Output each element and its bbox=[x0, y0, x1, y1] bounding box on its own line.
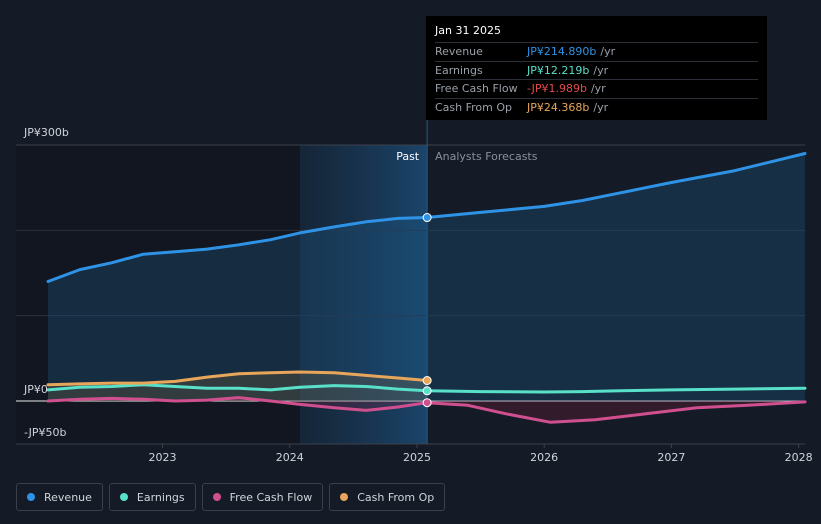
legend-label: Earnings bbox=[136, 490, 185, 504]
tooltip-label: Cash From Op bbox=[435, 100, 513, 114]
axis-labels: JP¥300b JP¥0 -JP¥50b 2023 2024 2025 2026 2027 20… bbox=[23, 126, 813, 464]
chart-background bbox=[16, 145, 428, 444]
x-tick-label: 2025 bbox=[403, 451, 431, 464]
legend-label: Cash From Op bbox=[357, 490, 435, 504]
tooltip-unit: /yr bbox=[600, 45, 616, 59]
tooltip-unit: /yr bbox=[590, 82, 606, 96]
legend-item-free-cash-flow[interactable]: Free Cash Flow bbox=[201, 483, 324, 511]
legend-label: Revenue bbox=[44, 490, 92, 504]
series-lines bbox=[46, 152, 807, 424]
tooltip-date: Jan 31 2025 bbox=[435, 24, 501, 37]
tooltip-value: JP¥214.890b bbox=[527, 45, 597, 59]
legend: Revenue Earnings Free Cash Flow Cash Fro… bbox=[16, 483, 446, 511]
tooltip-label: Earnings bbox=[435, 63, 483, 77]
series-markers bbox=[422, 213, 432, 408]
y-axis-label: -JP¥50b bbox=[24, 426, 66, 439]
line-earnings bbox=[46, 383, 807, 394]
line-cash-from-op bbox=[46, 370, 429, 387]
marker-free-cash-flow bbox=[422, 398, 432, 408]
area-cash-from-op bbox=[48, 372, 428, 401]
legend-item-cash-from-op[interactable]: Cash From Op bbox=[329, 483, 446, 511]
y-axis-label: JP¥300b bbox=[23, 126, 69, 139]
highlight-region bbox=[299, 145, 428, 444]
forecast-label: Analysts Forecasts bbox=[435, 150, 538, 163]
tooltip-value: JP¥24.368b bbox=[527, 100, 590, 114]
legend-dot-icon bbox=[212, 493, 221, 501]
x-tick-label: 2027 bbox=[657, 451, 685, 464]
tooltip-row-free-cash-flow: Free Cash Flow -JP¥1.989b /yr bbox=[435, 79, 758, 98]
tooltip-value: JP¥12.219b bbox=[527, 63, 590, 77]
legend-item-revenue[interactable]: Revenue bbox=[16, 483, 103, 511]
legend-dot-icon bbox=[340, 493, 349, 501]
x-tick-label: 2024 bbox=[276, 451, 304, 464]
marker-cash-from-op bbox=[422, 376, 432, 386]
marker-earnings bbox=[422, 386, 432, 396]
chart: JP¥300b JP¥0 -JP¥50b 2023 2024 2025 2026 2027 20… bbox=[16, 16, 813, 464]
tooltip-label: Free Cash Flow bbox=[435, 82, 518, 96]
x-tick-label: 2028 bbox=[785, 451, 813, 464]
tooltip-value: -JP¥1.989b bbox=[527, 82, 587, 96]
tooltip-unit: /yr bbox=[593, 63, 609, 77]
line-free-cash-flow bbox=[46, 396, 807, 424]
legend-label: Free Cash Flow bbox=[229, 490, 313, 504]
past-label: Past bbox=[396, 150, 420, 163]
tooltip-row-earnings: Earnings JP¥12.219b /yr bbox=[435, 60, 758, 80]
marker-revenue bbox=[422, 213, 432, 223]
legend-item-earnings[interactable]: Earnings bbox=[108, 483, 196, 511]
tooltip-row-revenue: Revenue JP¥214.890b /yr bbox=[435, 42, 758, 61]
line-revenue bbox=[46, 152, 807, 283]
legend-dot-icon bbox=[27, 493, 35, 501]
tooltip-label: Revenue bbox=[435, 45, 483, 59]
x-tick-label: 2026 bbox=[530, 451, 558, 464]
y-axis-label: JP¥0 bbox=[23, 383, 48, 396]
tooltip-row-cash-from-op: Cash From Op JP¥24.368b /yr bbox=[435, 97, 758, 117]
legend-dot-icon bbox=[119, 493, 128, 501]
tooltip-unit: /yr bbox=[593, 100, 609, 114]
area-revenue bbox=[48, 153, 805, 401]
x-tick-label: 2023 bbox=[149, 451, 177, 464]
tooltip: Jan 31 2025 Revenue JP¥214.890b /yr Earn… bbox=[426, 16, 767, 120]
